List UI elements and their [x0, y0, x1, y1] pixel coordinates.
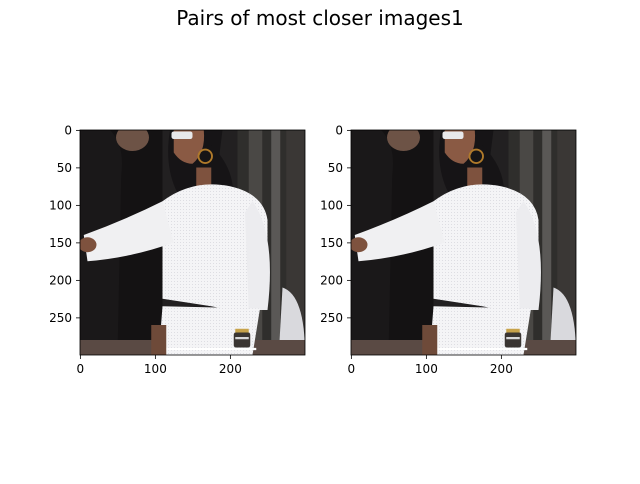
subplot-2: 0 100 200 0 50 100 150 200 250: [320, 123, 577, 376]
subplot-1: 0 100 200 0 50 100 150 200 250: [49, 123, 306, 376]
y-tick-label: 250: [49, 311, 72, 325]
y-tick-label: 100: [320, 198, 343, 212]
x-tick-label: 100: [415, 362, 438, 376]
x-tick-label: 0: [348, 362, 356, 376]
figure-title: Pairs of most closer images1: [176, 6, 464, 30]
y-tick-label: 50: [328, 161, 343, 175]
y-tick-label: 150: [320, 236, 343, 250]
y-tick-label: 150: [49, 236, 72, 250]
y-tick-label: 0: [335, 123, 343, 137]
x-tick-label: 100: [144, 362, 167, 376]
image-2: [351, 130, 576, 355]
x-tick-label: 200: [219, 362, 242, 376]
x-tick-label: 200: [490, 362, 513, 376]
y-tick-label: 200: [320, 273, 343, 287]
y-tick-label: 100: [49, 198, 72, 212]
y-tick-label: 200: [49, 273, 72, 287]
y-tick-label: 50: [57, 161, 72, 175]
image-1: [80, 130, 305, 355]
y-tick-label: 250: [320, 311, 343, 325]
y-tick-label: 0: [64, 123, 72, 137]
x-tick-label: 0: [77, 362, 85, 376]
